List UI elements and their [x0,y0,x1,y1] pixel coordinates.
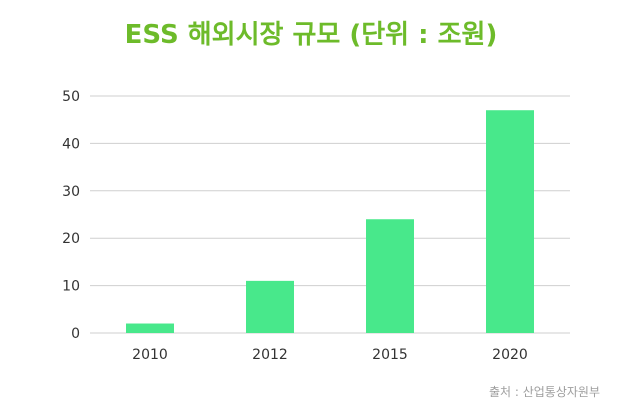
x-tick-label: 2010 [132,347,168,363]
x-tick-label: 2012 [252,347,288,363]
y-tick-label: 0 [71,326,80,342]
x-tick-label: 2020 [492,347,528,363]
chart-title: ESS 해외시장 규모 (단위 : 조원) [124,20,498,50]
y-tick-label: 10 [62,279,80,295]
y-tick-label: 30 [62,184,80,200]
y-tick-label: 20 [62,231,80,247]
bar [366,219,414,333]
y-tick-label: 40 [62,136,80,152]
x-tick-label: 2015 [372,347,408,363]
bar [246,280,294,333]
bar [486,110,534,333]
y-tick-label: 50 [62,89,80,105]
bar [126,323,174,333]
source-note: 출처 : 산업통상자원부 [488,385,600,399]
